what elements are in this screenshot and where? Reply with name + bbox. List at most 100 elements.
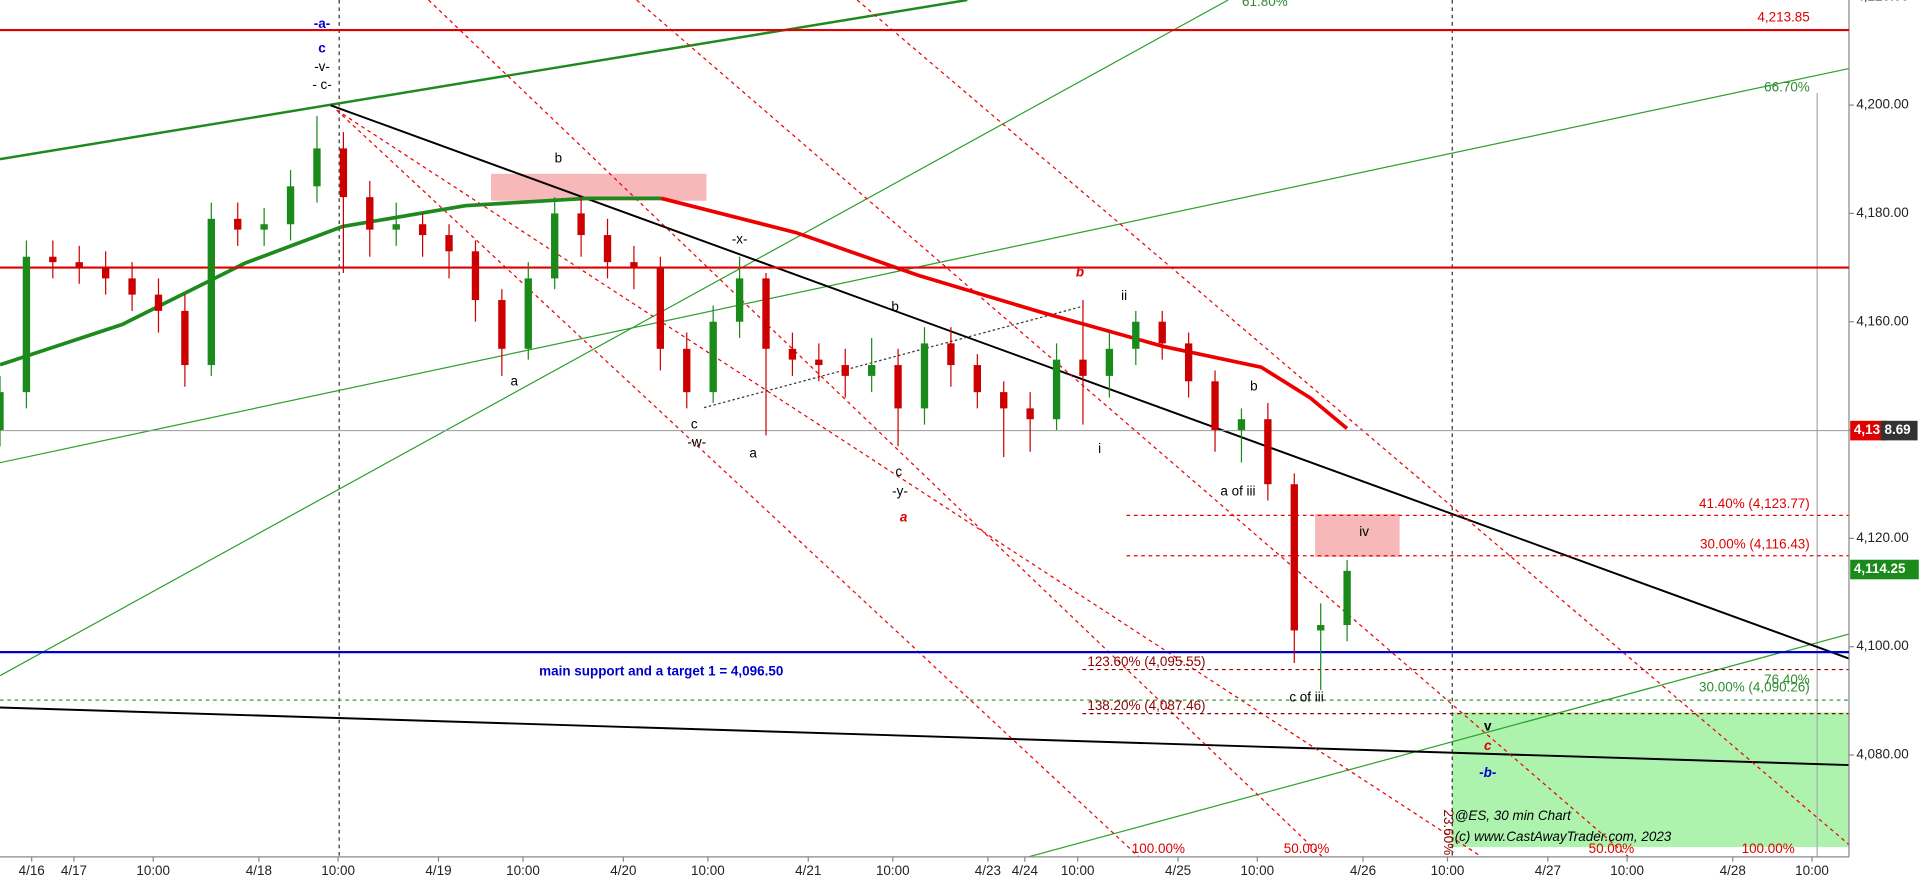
channel-line bbox=[0, 67, 1850, 464]
candle-body bbox=[101, 267, 110, 279]
fib-fan bbox=[336, 109, 1482, 858]
candle-body bbox=[75, 262, 83, 268]
annotation: 61.80% bbox=[1242, 0, 1288, 9]
annotation: b bbox=[891, 299, 898, 314]
annotation: 138.20% (4,087.46) bbox=[1087, 698, 1205, 713]
annotation: 66.70% bbox=[1764, 80, 1810, 95]
annotation: 30.00% (4,116.43) bbox=[1700, 536, 1810, 551]
annotation: c bbox=[318, 41, 326, 56]
annotation: b bbox=[555, 151, 562, 166]
x-tick-label: 10:00 bbox=[136, 863, 170, 878]
candle-body bbox=[947, 343, 955, 366]
candle-body bbox=[154, 294, 163, 311]
x-tick-label: 10:00 bbox=[1240, 863, 1274, 878]
annotation: i bbox=[1098, 441, 1101, 456]
candle-body bbox=[1184, 343, 1193, 382]
candle-body bbox=[762, 278, 770, 349]
candle-body bbox=[0, 392, 4, 431]
candle-body bbox=[1343, 570, 1351, 626]
annotation: 41.40% (4,123.77) bbox=[1699, 496, 1810, 511]
candle-body bbox=[815, 359, 823, 366]
last-price-label: 4,114.25 bbox=[1854, 561, 1906, 576]
trend-line bbox=[703, 305, 1084, 409]
annotation: 123.60% (4,095.55) bbox=[1087, 654, 1205, 669]
channel-line bbox=[0, 0, 1229, 677]
annotation: iv bbox=[1359, 524, 1369, 539]
y-tick-label: 4,080.00 bbox=[1856, 747, 1908, 762]
candle-body bbox=[366, 197, 374, 230]
candle-body bbox=[894, 365, 902, 409]
candle-body bbox=[973, 365, 981, 393]
candle-body bbox=[1000, 392, 1008, 409]
annotation: -w- bbox=[687, 435, 706, 450]
candle-body bbox=[1211, 381, 1219, 431]
trendlines bbox=[0, 0, 1850, 858]
x-tick-label: 10:00 bbox=[506, 863, 540, 878]
candle-body bbox=[392, 224, 400, 230]
annotation: c bbox=[895, 464, 902, 479]
moving-average bbox=[660, 196, 1349, 430]
y-tick-label: 4,180.00 bbox=[1856, 205, 1908, 220]
annotation: 76.40% bbox=[1764, 672, 1810, 687]
candle-body bbox=[1158, 321, 1166, 344]
candle-body bbox=[1026, 408, 1034, 420]
candle-body bbox=[1132, 321, 1140, 349]
candle-body bbox=[207, 218, 215, 366]
annotation: a bbox=[511, 373, 519, 388]
fib-fan bbox=[636, 0, 1629, 858]
annotation: b bbox=[1076, 265, 1084, 280]
x-tick-label: 10:00 bbox=[876, 863, 910, 878]
x-tick-label: 4/28 bbox=[1720, 863, 1746, 878]
candle-body bbox=[418, 224, 427, 236]
annotation: ii bbox=[1121, 288, 1127, 303]
price-level-label: 4,213.85 bbox=[1757, 9, 1809, 24]
candle-body bbox=[1052, 359, 1061, 420]
candle-body bbox=[339, 148, 348, 198]
candle-body bbox=[1079, 359, 1087, 376]
x-tick-label: 4/20 bbox=[610, 863, 636, 878]
x-tick-label: 4/17 bbox=[61, 863, 87, 878]
annotation: 50.00% bbox=[1589, 841, 1635, 856]
candle-body bbox=[577, 213, 585, 236]
x-tick-label: 10:00 bbox=[1431, 863, 1465, 878]
candle-body bbox=[656, 267, 665, 349]
annotation: 23.60% bbox=[1441, 810, 1456, 856]
annotation: b bbox=[1250, 378, 1257, 393]
price-tag bbox=[1880, 420, 1918, 441]
candle-body bbox=[286, 186, 295, 225]
candle-body bbox=[841, 365, 849, 376]
trend-line bbox=[0, 706, 1850, 767]
candle-body bbox=[788, 348, 797, 360]
candle-body bbox=[22, 256, 31, 393]
x-tick-label: 4/23 bbox=[975, 863, 1001, 878]
annotation: -x- bbox=[732, 231, 748, 246]
annotation: 30.00% (4,090.26) bbox=[1699, 679, 1810, 694]
annotation: (c) www.CastAwayTrader.com, 2023 bbox=[1455, 829, 1672, 844]
x-tick-label: 4/26 bbox=[1350, 863, 1376, 878]
annotation: 100.00% bbox=[1132, 841, 1185, 856]
channel-line bbox=[0, 0, 968, 161]
target-zone bbox=[1452, 712, 1849, 848]
annotation: a bbox=[900, 509, 908, 524]
candle-body bbox=[867, 365, 876, 376]
candle-body bbox=[683, 348, 691, 393]
x-tick-label: 10:00 bbox=[321, 863, 355, 878]
candle-body bbox=[524, 278, 532, 349]
annotation: main support and a target 1 = 4,096.50 bbox=[539, 664, 783, 679]
y-tick-label: 4,160.00 bbox=[1856, 313, 1908, 328]
price-tag-label: 4,13 bbox=[1854, 422, 1880, 437]
annotation: c bbox=[1484, 738, 1492, 753]
y-tick-label: 4,100.00 bbox=[1856, 638, 1908, 653]
annotation: -a- bbox=[314, 16, 330, 31]
x-tick-label: 4/18 bbox=[246, 863, 272, 878]
candle-body bbox=[49, 256, 57, 263]
resistance-zone bbox=[491, 173, 707, 201]
price-tag-label: 8.69 bbox=[1884, 422, 1910, 437]
price-axis-bg bbox=[1848, 0, 1920, 885]
candle-body bbox=[709, 321, 717, 393]
wave-iv-zone bbox=[1315, 514, 1400, 557]
annotation: 100.00% bbox=[1742, 841, 1795, 856]
x-tick-label: 4/21 bbox=[795, 863, 821, 878]
x-tick-label: 10:00 bbox=[1061, 863, 1095, 878]
